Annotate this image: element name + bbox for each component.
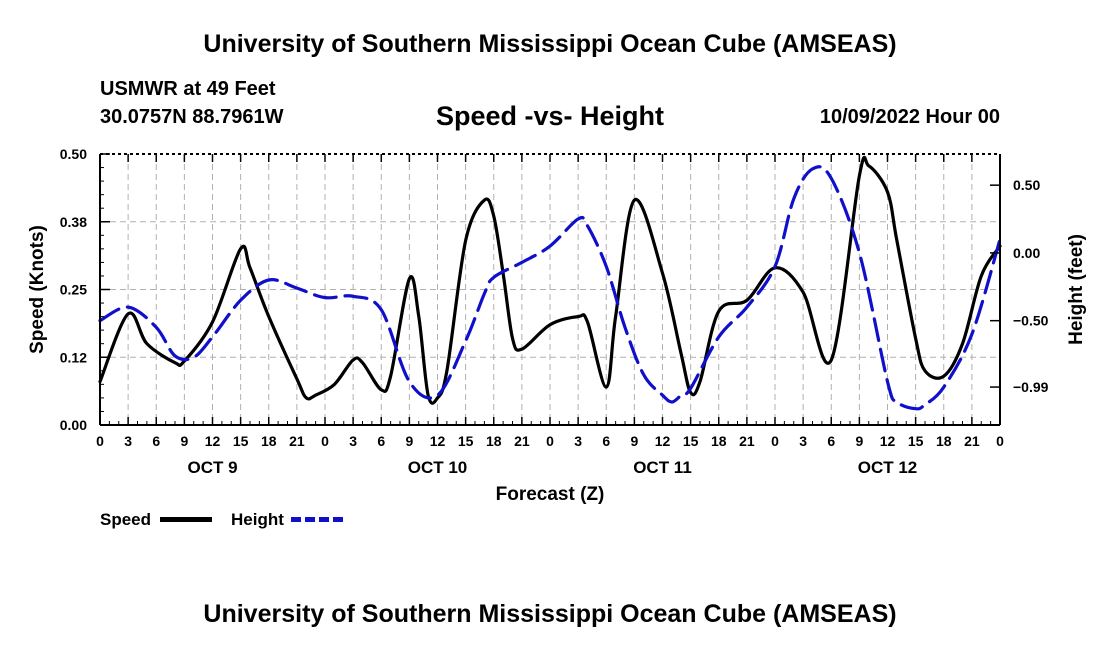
station-label: USMWR at 49 Feet <box>100 78 276 100</box>
x-tick-label: 21 <box>739 433 755 449</box>
y-left-tick-label: 0.25 <box>60 282 87 298</box>
series-layer <box>98 156 1002 411</box>
y-right-axis-title: Height (feet) <box>1066 234 1087 345</box>
grid-layer <box>100 154 1000 425</box>
day-label: OCT 11 <box>633 458 692 477</box>
x-tick-label: 15 <box>458 433 474 449</box>
x-tick-label: 15 <box>683 433 699 449</box>
x-tick-label: 3 <box>799 433 807 449</box>
y-left-tick-label: 0.38 <box>60 214 87 230</box>
forecast-datetime: 10/09/2022 Hour 00 <box>819 106 1000 128</box>
chart-title-bottom: University of Southern Mississippi Ocean… <box>203 600 897 628</box>
axis-layer <box>99 153 1001 426</box>
y-left-axis-title: Speed (Knots) <box>27 225 48 354</box>
legend-height-swatch <box>291 517 343 522</box>
legend-speed-label: Speed <box>100 510 152 529</box>
x-tick-label: 6 <box>827 433 835 449</box>
day-label: OCT 12 <box>858 458 918 477</box>
y-left-tick-label: 0.00 <box>60 417 87 433</box>
x-tick-label: 6 <box>152 433 160 449</box>
x-tick-label: 9 <box>180 433 188 449</box>
y-right-tick-label: 0.50 <box>1013 177 1040 193</box>
x-tick-label: 18 <box>936 433 952 449</box>
label-layer: 0 3 6 9 12 15 18 21 0 3 6 9 12 15 18 21 0 3 6 9 12 15 18 21 0 3 6 9… <box>27 146 1087 505</box>
chart-subtitle: Speed -vs- Height <box>435 101 665 131</box>
x-tick-label: 0 <box>771 433 779 449</box>
x-tick-label: 12 <box>655 433 671 449</box>
x-tick-label: 3 <box>574 433 582 449</box>
x-tick-label: 3 <box>349 433 357 449</box>
legend-height-label: Height <box>231 510 284 529</box>
coordinates-label: 30.0757N 88.7961W <box>100 106 284 128</box>
x-tick-label: 6 <box>602 433 610 449</box>
y-right-tick-label: −0.99 <box>1013 379 1049 395</box>
x-tick-label: 12 <box>880 433 896 449</box>
speed-height-chart: 0 3 6 9 12 15 18 21 0 3 6 9 12 15 18 21 0 3 6 9 12 15 18 21 0 3 6 9… <box>27 146 1087 505</box>
x-tick-label: 6 <box>377 433 385 449</box>
x-tick-label: 0 <box>321 433 329 449</box>
day-label: OCT 9 <box>187 458 237 477</box>
y-left-tick-label: 0.12 <box>60 349 87 365</box>
x-tick-label: 12 <box>205 433 221 449</box>
x-tick-label: 9 <box>405 433 413 449</box>
series-line-speed <box>98 156 1002 405</box>
day-label: OCT 10 <box>408 458 468 477</box>
x-tick-label: 9 <box>630 433 638 449</box>
x-tick-label: 21 <box>964 433 980 449</box>
x-tick-label: 0 <box>546 433 554 449</box>
x-tick-label: 0 <box>96 433 104 449</box>
y-left-tick-label: 0.50 <box>60 146 87 162</box>
x-tick-label: 18 <box>711 433 727 449</box>
x-tick-label: 0 <box>996 433 1004 449</box>
x-tick-label: 3 <box>124 433 132 449</box>
x-tick-label: 18 <box>261 433 277 449</box>
x-tick-label: 15 <box>233 433 249 449</box>
legend-speed-swatch <box>160 517 212 522</box>
x-tick-label: 12 <box>430 433 446 449</box>
x-tick-label: 9 <box>855 433 863 449</box>
x-axis-title: Forecast (Z) <box>496 484 605 505</box>
x-tick-label: 15 <box>908 433 924 449</box>
x-tick-label: 21 <box>289 433 305 449</box>
chart-title-top: University of Southern Mississippi Ocean… <box>203 30 897 58</box>
x-tick-label: 21 <box>514 433 530 449</box>
series-line-height <box>98 165 1002 411</box>
y-right-tick-label: 0.00 <box>1013 245 1040 261</box>
y-right-tick-label: −0.50 <box>1013 313 1049 329</box>
x-tick-label: 18 <box>486 433 502 449</box>
